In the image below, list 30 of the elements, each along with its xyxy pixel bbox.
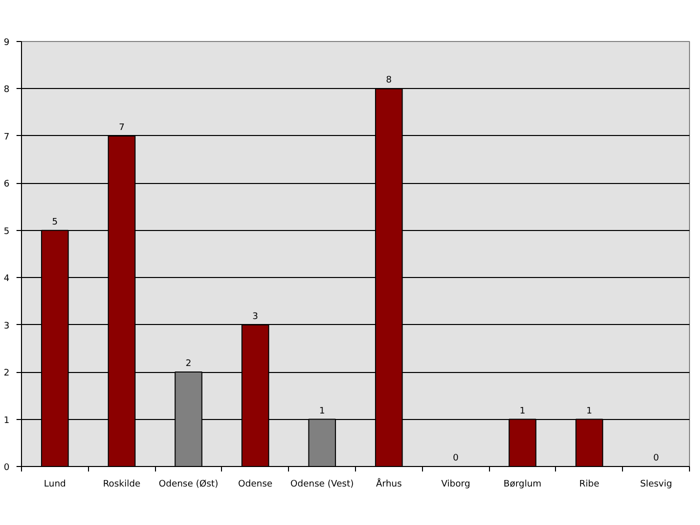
y-tick-label: 1 [4,416,10,426]
data-label: 1 [520,406,526,416]
y-tick-label: 0 [4,463,10,473]
data-label: 1 [586,406,592,416]
x-tick-label: Børglum [504,480,542,490]
data-label: 8 [386,76,392,86]
x-tick-label: Slesvig [640,480,672,490]
data-label: 5 [52,217,58,228]
data-label: 0 [653,454,660,464]
data-label: 2 [186,359,192,370]
data-label: 7 [118,122,125,133]
y-tick-label: 3 [4,321,10,332]
data-label: 1 [319,406,325,416]
data-label: 3 [252,312,258,322]
x-tick-label: Roskilde [102,480,141,490]
x-tick-label: Århus [376,478,402,490]
x-tick-label: Odense (Vest) [290,480,354,490]
y-tick-label: 4 [4,274,10,284]
y-tick-label: 2 [4,368,10,379]
y-tick-label: 8 [4,85,10,96]
x-tick-label: Odense [238,480,273,490]
y-tick-label: 6 [4,180,10,190]
x-tick-label: Lund [44,480,66,490]
y-tick-label: 7 [4,132,10,142]
x-tick-label: Viborg [441,480,470,490]
x-tick-label: Ribe [579,480,600,490]
x-tick-label: Odense (Øst) [158,480,218,490]
data-label: 0 [452,454,459,464]
y-tick-label: 9 [4,38,10,48]
y-tick-label: 5 [4,226,10,237]
